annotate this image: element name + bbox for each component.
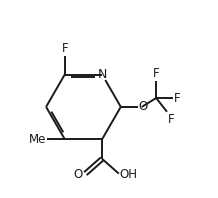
Text: F: F bbox=[61, 42, 68, 55]
Text: OH: OH bbox=[120, 168, 138, 181]
Text: F: F bbox=[153, 67, 160, 80]
Text: F: F bbox=[174, 91, 181, 105]
Text: F: F bbox=[168, 113, 175, 126]
Text: Me: Me bbox=[29, 133, 46, 146]
Text: O: O bbox=[138, 100, 148, 113]
Text: O: O bbox=[73, 168, 82, 181]
Text: N: N bbox=[97, 68, 107, 81]
